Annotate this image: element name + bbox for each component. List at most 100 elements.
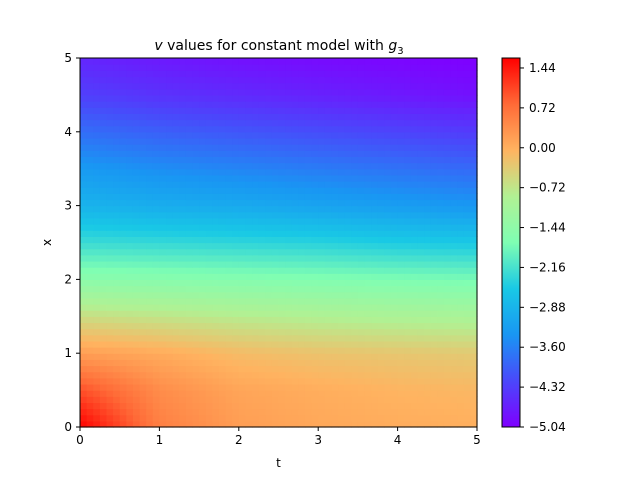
heatmap-cell (99, 205, 108, 213)
heatmap-cell (371, 107, 379, 114)
heatmap-cell (318, 260, 326, 268)
heatmap-cell (80, 168, 88, 176)
heatmap-cell (232, 310, 240, 317)
heatmap-cell (218, 82, 227, 90)
heatmap-cell (397, 181, 405, 188)
heatmap-cell (139, 217, 147, 225)
heatmap-cell (119, 193, 127, 201)
heatmap-cell (172, 310, 180, 317)
heatmap-cell (139, 58, 147, 65)
heatmap-cell (450, 187, 458, 194)
heatmap-cell (390, 107, 399, 114)
heatmap-cell (159, 248, 167, 256)
heatmap-cell (457, 144, 465, 151)
heatmap-cell (443, 144, 452, 151)
heatmap-cell (357, 285, 366, 293)
heatmap-cell (397, 353, 405, 360)
heatmap-cell (331, 162, 339, 170)
heatmap-cell (199, 408, 207, 416)
heatmap-cell (166, 279, 174, 287)
heatmap-cell (166, 76, 174, 84)
heatmap-cell (318, 310, 326, 317)
heatmap-cell (424, 396, 432, 403)
heatmap-cell (338, 211, 346, 219)
heatmap-cell (298, 94, 306, 102)
heatmap-cell (245, 217, 253, 225)
heatmap-cell (205, 420, 213, 428)
heatmap-cell (304, 156, 313, 164)
heatmap-cell (212, 347, 220, 354)
heatmap-cell (463, 144, 471, 151)
heatmap-cell (344, 193, 352, 201)
heatmap-cell (404, 162, 412, 170)
heatmap-field (80, 58, 478, 428)
heatmap-cell (93, 211, 101, 219)
heatmap-cell (285, 408, 293, 416)
heatmap-cell (377, 230, 385, 237)
heatmap-cell (443, 70, 452, 78)
heatmap-cell (285, 340, 293, 348)
heatmap-cell (397, 107, 405, 114)
heatmap-cell (384, 125, 392, 133)
heatmap-cell (172, 119, 180, 127)
heatmap-cell (344, 365, 352, 373)
colorbar-tick-label: −5.04 (529, 420, 566, 434)
heatmap-cell (377, 383, 385, 391)
heatmap-cell (119, 402, 127, 410)
heatmap-cell (245, 156, 253, 164)
heatmap-cell (152, 260, 160, 268)
heatmap-cell (318, 279, 326, 287)
heatmap-cell (93, 101, 101, 108)
heatmap-cell (172, 70, 180, 78)
heatmap-cell (318, 242, 326, 250)
heatmap-cell (298, 334, 306, 342)
heatmap-cell (298, 310, 306, 317)
heatmap-cell (271, 168, 280, 176)
heatmap-cell (99, 328, 108, 336)
heatmap-cell (397, 347, 405, 354)
heatmap-cell (331, 304, 339, 311)
heatmap-cell (390, 64, 399, 71)
heatmap-cell (218, 58, 227, 65)
heatmap-cell (364, 414, 372, 422)
heatmap-cell (271, 254, 280, 262)
heatmap-cell (245, 334, 253, 342)
heatmap-cell (185, 310, 194, 317)
heatmap-cell (357, 168, 366, 176)
heatmap-cell (338, 205, 346, 213)
heatmap-cell (457, 125, 465, 133)
heatmap-cell (397, 267, 405, 274)
heatmap-cell (324, 420, 333, 428)
heatmap-cell (113, 377, 121, 385)
heatmap-cell (291, 304, 299, 311)
heatmap-cell (258, 279, 266, 287)
heatmap-cell (424, 242, 432, 250)
heatmap-cell (119, 211, 127, 219)
heatmap-cell (437, 150, 445, 157)
heatmap-cell (119, 377, 127, 385)
heatmap-cell (113, 193, 121, 201)
heatmap-cell (179, 217, 187, 225)
heatmap-cell (113, 285, 121, 293)
heatmap-cell (113, 70, 121, 78)
heatmap-cell (470, 396, 478, 403)
heatmap-cell (298, 82, 306, 90)
heatmap-cell (331, 414, 339, 422)
heatmap-cell (271, 353, 280, 360)
heatmap-cell (457, 113, 465, 121)
heatmap-cell (278, 322, 286, 330)
heatmap-cell (271, 414, 280, 422)
heatmap-cell (364, 297, 372, 305)
heatmap-cell (417, 279, 425, 287)
heatmap-cell (404, 340, 412, 348)
heatmap-cell (258, 107, 266, 114)
heatmap-cell (298, 248, 306, 256)
heatmap-cell (457, 340, 465, 348)
heatmap-cell (331, 420, 339, 428)
heatmap-cell (225, 211, 233, 219)
heatmap-cell (404, 359, 412, 367)
heatmap-cell (139, 88, 147, 96)
heatmap-cell (324, 144, 333, 151)
heatmap-cell (318, 230, 326, 237)
heatmap-cell (470, 217, 478, 225)
